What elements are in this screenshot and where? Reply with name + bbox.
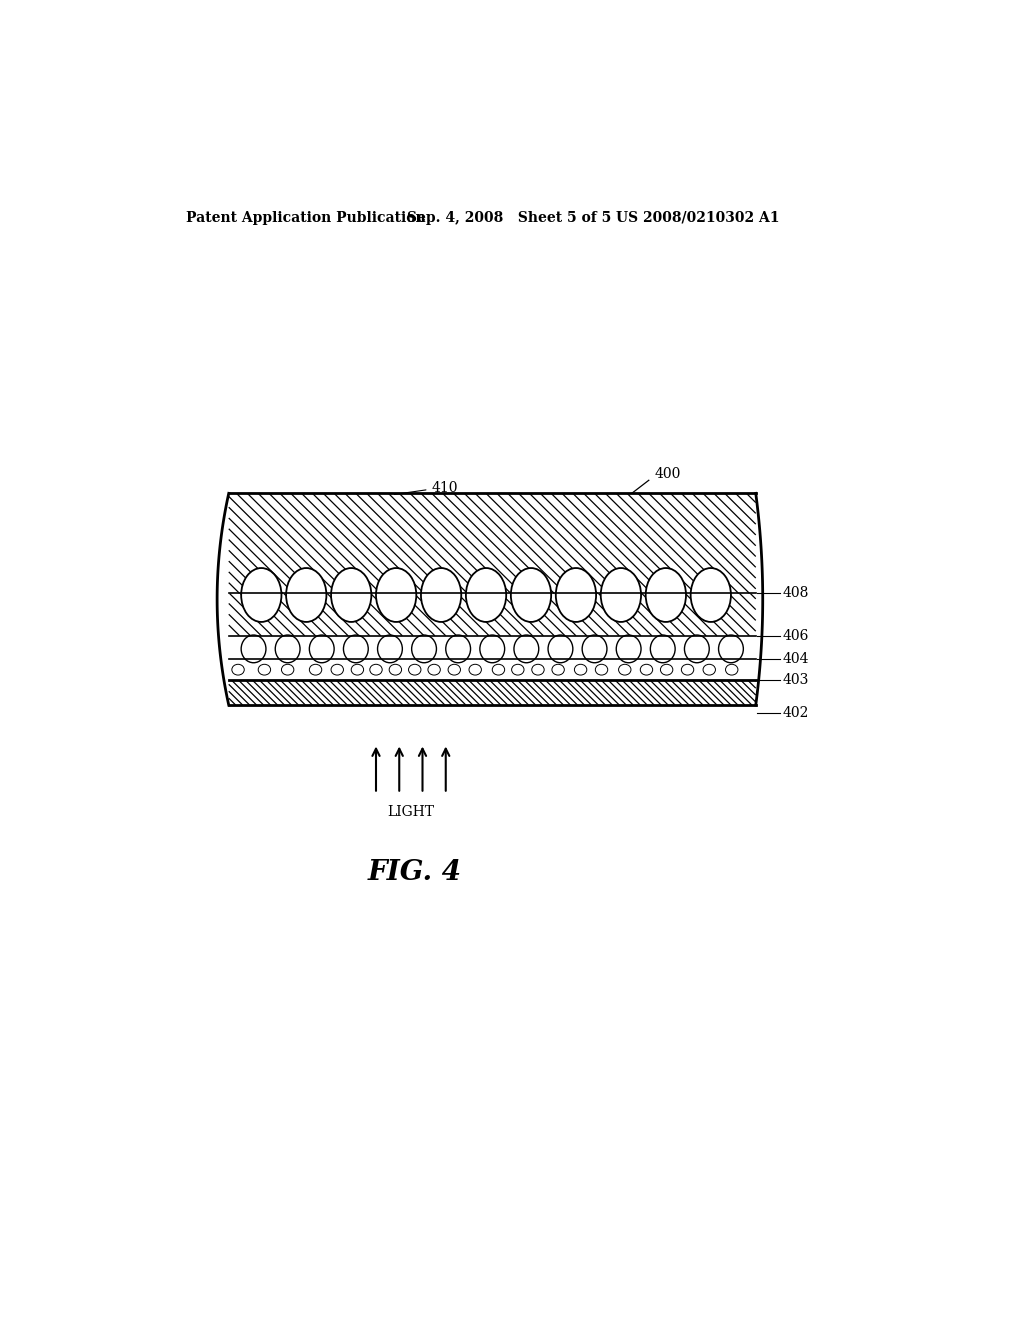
Ellipse shape [258, 664, 270, 675]
Bar [228, 681, 756, 705]
Text: 402: 402 [783, 706, 809, 719]
Ellipse shape [531, 664, 544, 675]
Ellipse shape [601, 568, 641, 622]
Ellipse shape [309, 635, 334, 663]
Ellipse shape [552, 664, 564, 675]
Text: 404: 404 [783, 652, 809, 665]
Ellipse shape [351, 664, 364, 675]
Ellipse shape [469, 664, 481, 675]
Ellipse shape [660, 664, 673, 675]
Ellipse shape [726, 664, 738, 675]
Ellipse shape [512, 664, 524, 675]
Ellipse shape [690, 568, 731, 622]
Ellipse shape [703, 664, 716, 675]
Ellipse shape [389, 664, 401, 675]
Ellipse shape [681, 664, 693, 675]
Ellipse shape [616, 635, 641, 663]
Text: 403: 403 [783, 673, 809, 688]
Ellipse shape [282, 664, 294, 675]
Bar [228, 594, 756, 659]
Ellipse shape [409, 664, 421, 675]
Ellipse shape [640, 664, 652, 675]
Ellipse shape [370, 664, 382, 675]
Bar [228, 494, 756, 594]
Bar [228, 659, 756, 681]
Ellipse shape [511, 568, 551, 622]
Text: 406: 406 [783, 628, 809, 643]
Text: LIGHT: LIGHT [387, 805, 434, 820]
Ellipse shape [286, 568, 327, 622]
Text: Sep. 4, 2008   Sheet 5 of 5: Sep. 4, 2008 Sheet 5 of 5 [407, 211, 611, 224]
Ellipse shape [684, 635, 710, 663]
Ellipse shape [412, 635, 436, 663]
Ellipse shape [331, 568, 372, 622]
Ellipse shape [428, 664, 440, 675]
Ellipse shape [650, 635, 675, 663]
Ellipse shape [493, 664, 505, 675]
Ellipse shape [719, 635, 743, 663]
Ellipse shape [378, 635, 402, 663]
Ellipse shape [548, 635, 572, 663]
Ellipse shape [556, 568, 596, 622]
Text: 410: 410 [432, 480, 459, 495]
Text: FIG. 4: FIG. 4 [368, 859, 462, 886]
Ellipse shape [275, 635, 300, 663]
Ellipse shape [618, 664, 631, 675]
Ellipse shape [449, 664, 461, 675]
Ellipse shape [445, 635, 471, 663]
Ellipse shape [376, 568, 417, 622]
Ellipse shape [331, 664, 343, 675]
Ellipse shape [646, 568, 686, 622]
Ellipse shape [231, 664, 245, 675]
Ellipse shape [421, 568, 461, 622]
Ellipse shape [309, 664, 322, 675]
Text: 400: 400 [655, 467, 681, 480]
Text: Patent Application Publication: Patent Application Publication [186, 211, 426, 224]
Ellipse shape [241, 568, 282, 622]
Ellipse shape [595, 664, 607, 675]
Ellipse shape [514, 635, 539, 663]
Ellipse shape [241, 635, 266, 663]
Ellipse shape [480, 635, 505, 663]
Text: US 2008/0210302 A1: US 2008/0210302 A1 [616, 211, 779, 224]
Ellipse shape [343, 635, 369, 663]
Ellipse shape [574, 664, 587, 675]
Text: 408: 408 [783, 586, 809, 601]
Ellipse shape [466, 568, 506, 622]
Ellipse shape [583, 635, 607, 663]
